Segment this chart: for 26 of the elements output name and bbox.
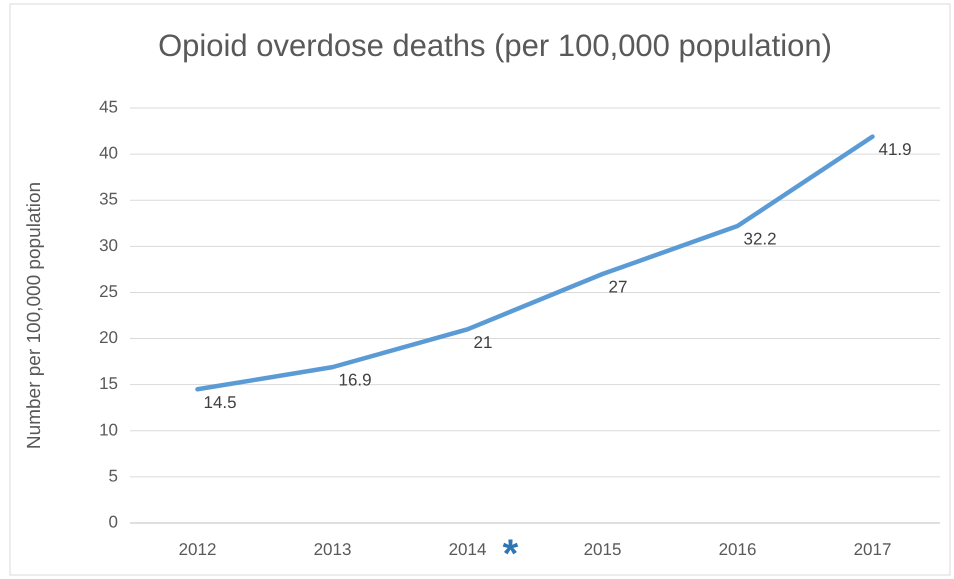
y-tick-label: 15 — [99, 374, 118, 394]
data-label: 27 — [608, 277, 628, 296]
y-axis-title: Number per 100,000 population — [24, 182, 45, 450]
y-tick-label: 5 — [108, 466, 118, 486]
y-tick-label: 40 — [99, 144, 118, 163]
y-tick-label: 45 — [99, 97, 118, 116]
data-label: 14.5 — [204, 392, 237, 412]
x-tick-label: 2016 — [718, 540, 756, 559]
data-label: 16.9 — [338, 370, 372, 390]
chart-title: Opioid overdose deaths (per 100,000 population) — [158, 28, 832, 63]
text: * — [502, 532, 519, 576]
x-tick-label: 2012 — [178, 540, 216, 559]
y-tick-label: 10 — [99, 420, 118, 440]
y-tick-label: 25 — [99, 282, 118, 301]
y-tick-label: 35 — [99, 190, 118, 209]
data-label: 32.2 — [744, 230, 777, 249]
y-tick-label: 0 — [108, 512, 118, 532]
x-tick-label: 2015 — [584, 540, 622, 559]
line-series — [195, 134, 875, 392]
y-tick-label: 20 — [99, 328, 118, 348]
y-tick-label: 30 — [99, 236, 118, 255]
data-label: 21 — [474, 332, 492, 352]
x-tick-label: 2017 — [854, 540, 892, 559]
data-label: 41.9 — [878, 140, 912, 160]
x-tick-label: 2013 — [314, 540, 352, 559]
x-tick-label: 2014 — [448, 540, 486, 559]
